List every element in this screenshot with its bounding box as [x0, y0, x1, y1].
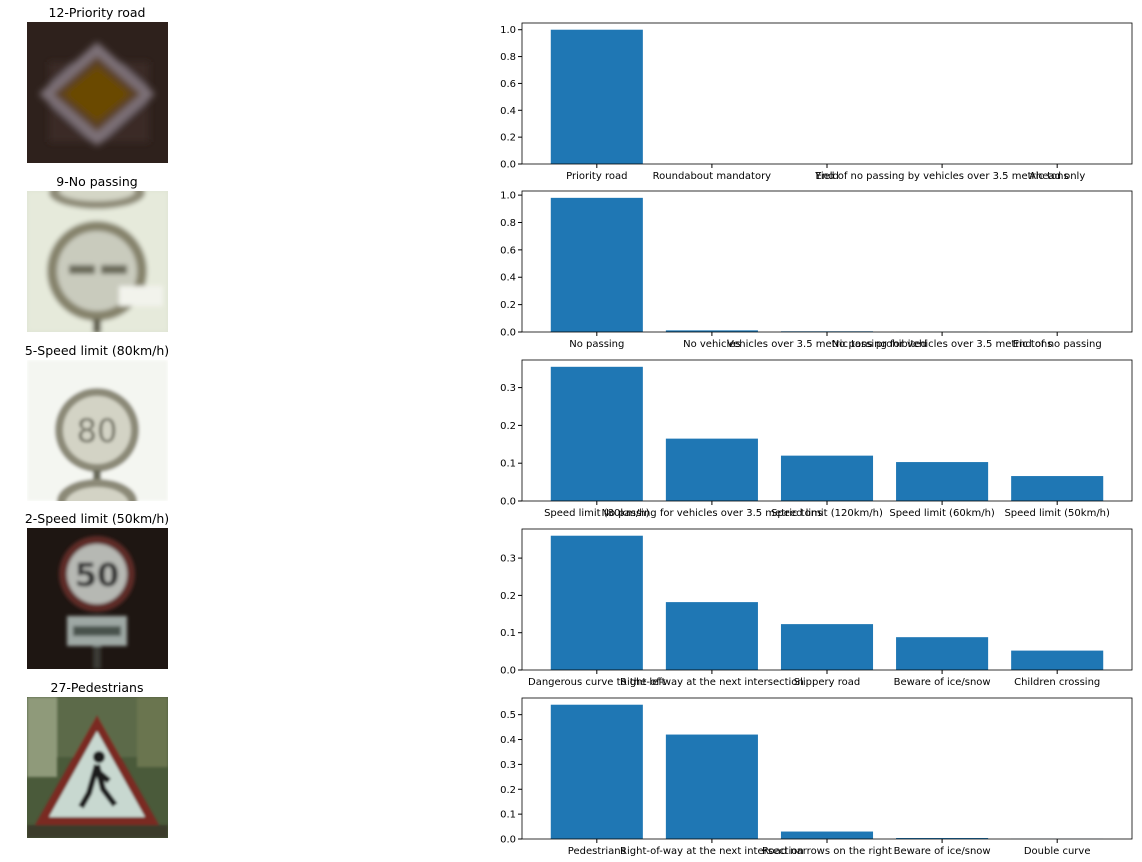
bar: [665, 734, 758, 839]
bar: [896, 838, 989, 839]
no-passing-sign-icon: [27, 191, 168, 332]
x-tick-label: No passing for vehicles over 3.5 metric …: [832, 339, 1053, 350]
y-tick-label: 0.8: [500, 52, 516, 63]
y-tick-label: 0.5: [500, 710, 516, 721]
bar: [780, 831, 874, 839]
sign-image: 50: [27, 528, 168, 669]
plot-frame: [521, 528, 1133, 671]
bar-chart-4: 0.0 0.1 0.2 0.3 Dangerous curve to the leftR…: [500, 528, 1133, 688]
x-tick-label: Speed limit (80km/h): [544, 508, 650, 519]
bar: [550, 535, 643, 670]
y-tick-label: 0.0: [500, 160, 516, 171]
bar-chart-1: 0.0 0.2 0.4 0.6 0.8 1.0 Priority road Roundabou…: [500, 22, 1133, 182]
sign-image: 80: [27, 360, 168, 501]
x-tick-label: End of no passing by vehicles over 3.5 m…: [816, 171, 1069, 182]
y-tick-label: 0.3: [500, 760, 516, 771]
y-tick-label: 0.4: [500, 106, 516, 117]
plot-frame: [521, 22, 1133, 165]
bar: [1011, 650, 1104, 670]
y-tick-label: 0.2: [500, 133, 516, 144]
image-title: 12-Priority road: [48, 5, 146, 20]
x-tick-label: Beware of ice/snow: [894, 846, 991, 857]
x-tick-label: Yield: [814, 171, 839, 182]
y-tick-label: 0.0: [500, 497, 516, 508]
bar: [665, 438, 758, 501]
y-tick-label: 0.2: [500, 591, 516, 602]
x-tick-label: Speed limit (60km/h): [889, 508, 995, 519]
bar: [550, 704, 643, 839]
x-tick-label: Pedestrians: [568, 846, 626, 857]
plot-frame: [521, 697, 1133, 840]
bar: [550, 366, 643, 501]
bar: [665, 602, 758, 670]
x-tick-label: Ahead only: [1029, 171, 1085, 182]
x-tick-label: Right-of-way at the next intersection: [620, 677, 804, 688]
bar: [550, 197, 643, 332]
y-tick-label: 0.1: [500, 810, 516, 821]
bar: [780, 455, 874, 501]
plot-frame: [521, 190, 1133, 333]
bar-chart-5: 0.0 0.1 0.2 0.3 0.4 0.5 PedestriansRight-of-wa…: [500, 697, 1133, 857]
image-title: 5-Speed limit (80km/h): [24, 343, 170, 358]
x-tick-label: Speed limit (120km/h): [771, 508, 883, 519]
y-tick-label: 0.0: [500, 328, 516, 339]
y-tick-label: 0.4: [500, 273, 516, 284]
svg-text:80: 80: [77, 412, 118, 450]
x-tick-label: Children crossing: [1014, 677, 1100, 688]
y-tick-label: 0.6: [500, 79, 516, 90]
y-tick-label: 0.2: [500, 785, 516, 796]
speed-limit-80-sign-icon: 80: [27, 360, 168, 501]
sign-image: [27, 191, 168, 332]
speed-limit-50-sign-icon: 50: [27, 528, 168, 669]
x-tick-label: Vehicles over 3.5 metric tons prohibited: [727, 339, 927, 350]
x-tick-label: Roundabout mandatory: [653, 171, 772, 182]
y-tick-label: 0.2: [500, 300, 516, 311]
y-tick-label: 0.1: [500, 628, 516, 639]
priority-road-sign-icon: [27, 22, 168, 163]
bar: [1011, 476, 1104, 501]
image-title: 27-Pedestrians: [50, 680, 144, 695]
y-tick-label: 0.8: [500, 218, 516, 229]
bar-chart-3: 0.0 0.1 0.2 0.3 Speed limit (80km/h)No passi…: [500, 359, 1133, 519]
y-tick-label: 0.4: [500, 735, 516, 746]
sign-image: [27, 697, 168, 838]
sign-image: [27, 22, 168, 163]
y-tick-label: 0.3: [500, 383, 516, 394]
pedestrians-sign-icon: [27, 697, 168, 838]
bar-chart-2: 0.0 0.2 0.4 0.6 0.8 1.0 No passing No vehiclesV…: [500, 190, 1133, 350]
image-title: 2-Speed limit (50km/h): [24, 511, 170, 526]
svg-text:50: 50: [75, 556, 120, 594]
x-tick-label: Slippery road: [794, 677, 860, 688]
y-tick-label: 0.0: [500, 835, 516, 846]
x-tick-label: Priority road: [566, 171, 627, 182]
y-tick-label: 1.0: [500, 191, 516, 202]
image-title: 9-No passing: [56, 174, 138, 189]
bar: [896, 462, 989, 501]
plot-frame: [521, 359, 1133, 502]
y-tick-label: 0.3: [500, 554, 516, 565]
bar: [550, 29, 643, 164]
y-tick-label: 0.2: [500, 421, 516, 432]
x-tick-label: Speed limit (50km/h): [1004, 508, 1110, 519]
x-tick-label: End of no passing: [1013, 339, 1102, 350]
y-tick-label: 1.0: [500, 25, 516, 36]
x-tick-label: Dangerous curve to the left: [528, 677, 666, 688]
x-tick-label: Road narrows on the right: [762, 846, 892, 857]
x-tick-label: No passing: [569, 339, 624, 350]
bar: [896, 637, 989, 670]
y-tick-label: 0.1: [500, 459, 516, 470]
bar: [780, 624, 874, 670]
x-tick-label: No vehicles: [683, 339, 741, 350]
y-tick-label: 0.0: [500, 666, 516, 677]
x-tick-label: Double curve: [1024, 846, 1091, 857]
x-tick-label: Beware of ice/snow: [894, 677, 991, 688]
bar: [665, 330, 758, 332]
y-tick-label: 0.6: [500, 245, 516, 256]
x-tick-label: Right-of-way at the next intersection: [620, 846, 804, 857]
x-tick-label: No passing for vehicles over 3.5 metric …: [602, 508, 823, 519]
